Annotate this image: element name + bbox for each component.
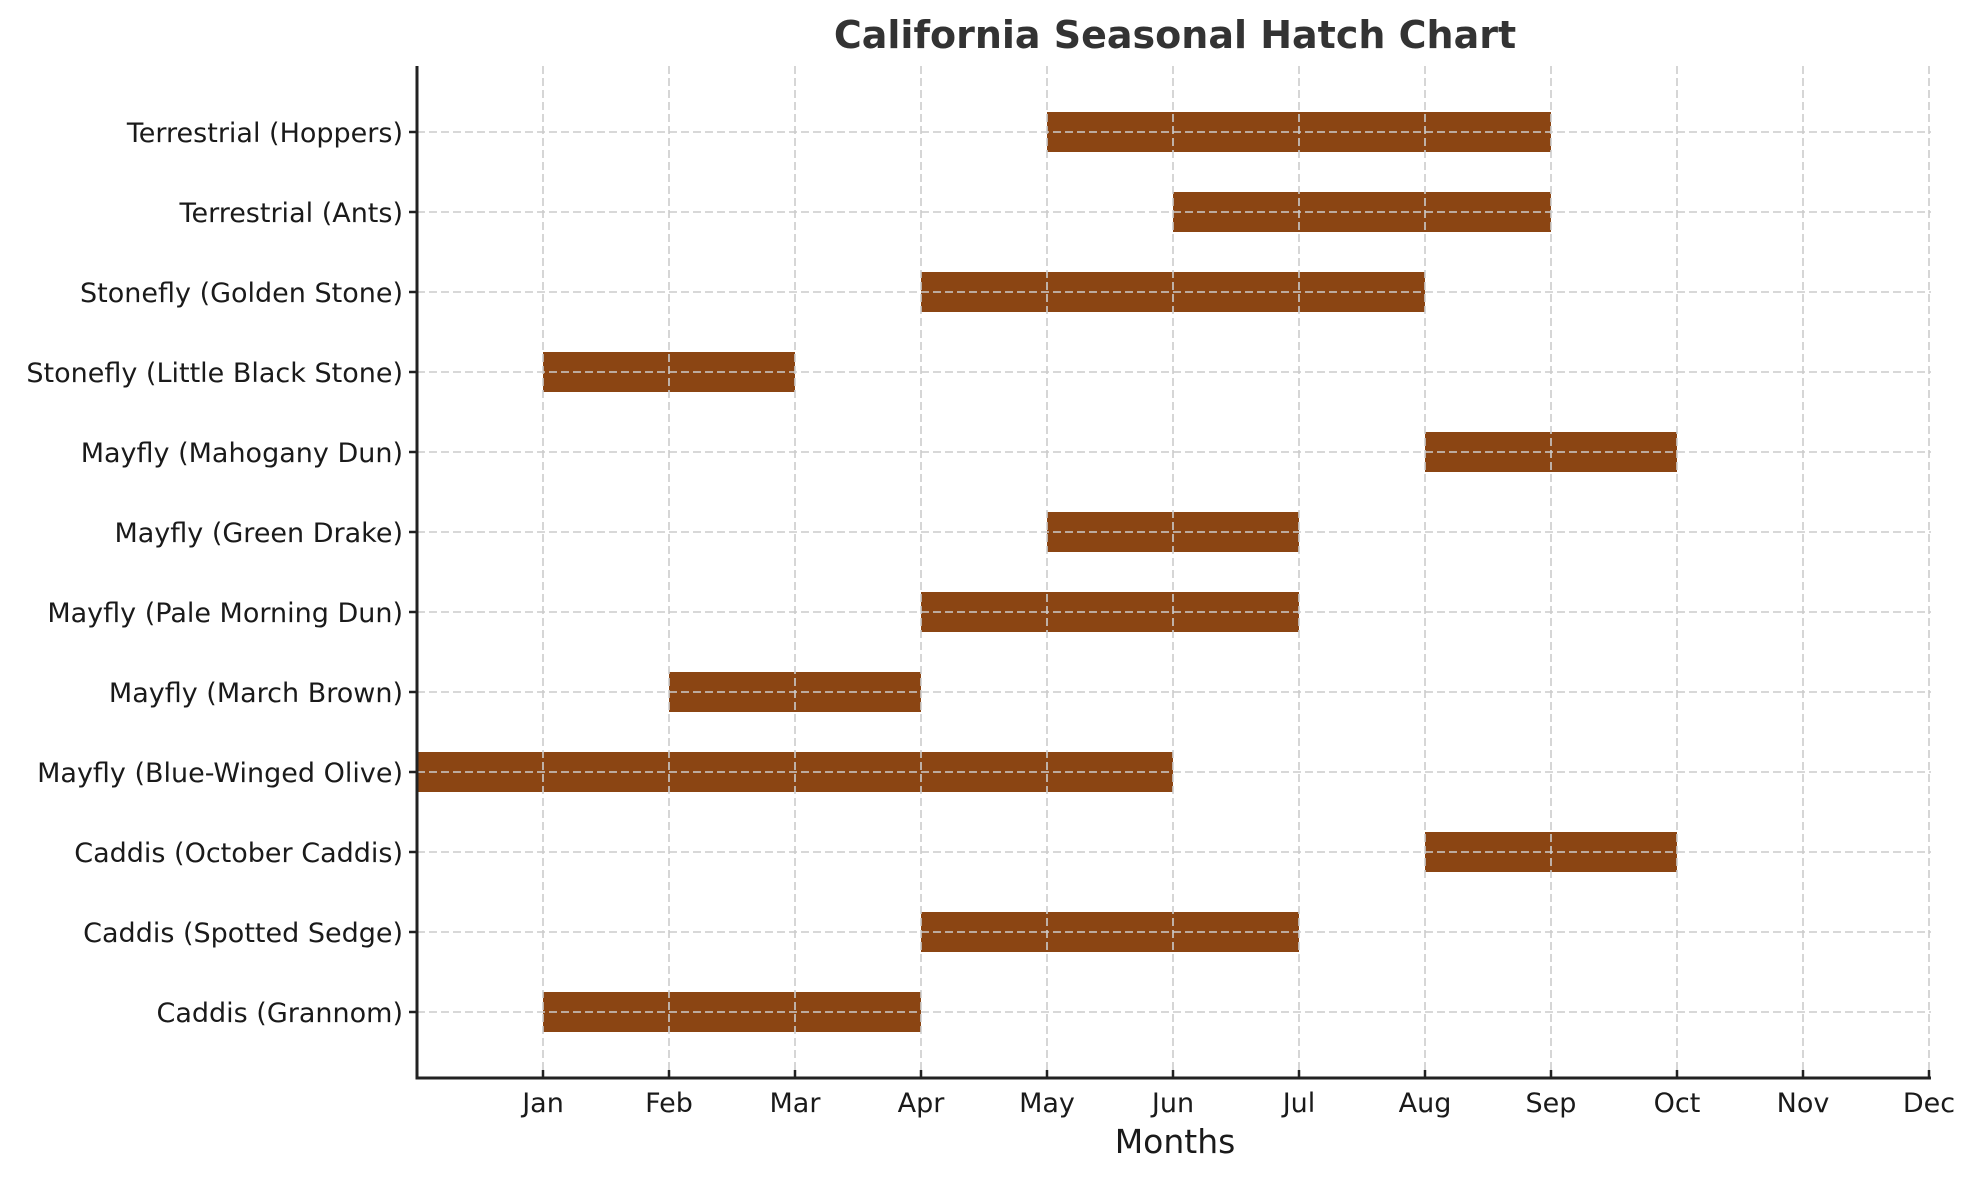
y-tick-label: Stonefly (Golden Stone) — [80, 278, 403, 309]
x-tick-label: Jan — [520, 1088, 564, 1119]
x-tick-label: Feb — [645, 1088, 693, 1119]
x-tick-label: Aug — [1399, 1088, 1452, 1119]
y-tick-label: Caddis (October Caddis) — [74, 838, 403, 869]
x-axis-label: Months — [1115, 1122, 1236, 1161]
x-tick-label: Jul — [1281, 1088, 1316, 1119]
y-tick-label: Mayfly (Green Drake) — [114, 518, 403, 549]
y-tick-label: Mayfly (Blue-Winged Olive) — [37, 758, 403, 789]
hatch-bar — [921, 592, 1299, 632]
grid-layer — [417, 66, 1931, 1078]
y-tick-label: Mayfly (Pale Morning Dun) — [47, 598, 403, 629]
y-tick-label: Caddis (Grannom) — [156, 998, 403, 1029]
y-axis-ticks: Caddis (Grannom) Caddis (Spotted Sedge) Ca… — [26, 118, 417, 1029]
y-tick-label: Caddis (Spotted Sedge) — [83, 918, 403, 949]
y-tick-label: Mayfly (March Brown) — [109, 678, 403, 709]
x-tick-label: Mar — [770, 1088, 822, 1119]
x-tick-label: May — [1019, 1088, 1075, 1119]
x-tick-label: Jun — [1150, 1088, 1194, 1119]
x-tick-label: Nov — [1777, 1088, 1830, 1119]
x-axis-ticks: Jan Feb Mar Apr May Jun Jul Aug Sep Oct Nov Dec — [520, 1070, 1955, 1119]
x-tick-label: Apr — [898, 1088, 946, 1119]
y-tick-label: Terrestrial (Ants) — [179, 198, 403, 229]
x-tick-label: Sep — [1526, 1088, 1577, 1119]
y-tick-label: Mayfly (Mahogany Dun) — [81, 438, 403, 469]
x-tick-label: Dec — [1903, 1088, 1955, 1119]
chart-title: California Seasonal Hatch Chart — [834, 13, 1516, 57]
hatch-bar — [921, 912, 1299, 952]
y-tick-label: Stonefly (Little Black Stone) — [26, 358, 403, 389]
hatch-bar — [1173, 192, 1551, 232]
y-tick-label: Terrestrial (Hoppers) — [126, 118, 403, 149]
x-tick-label: Oct — [1654, 1088, 1701, 1119]
